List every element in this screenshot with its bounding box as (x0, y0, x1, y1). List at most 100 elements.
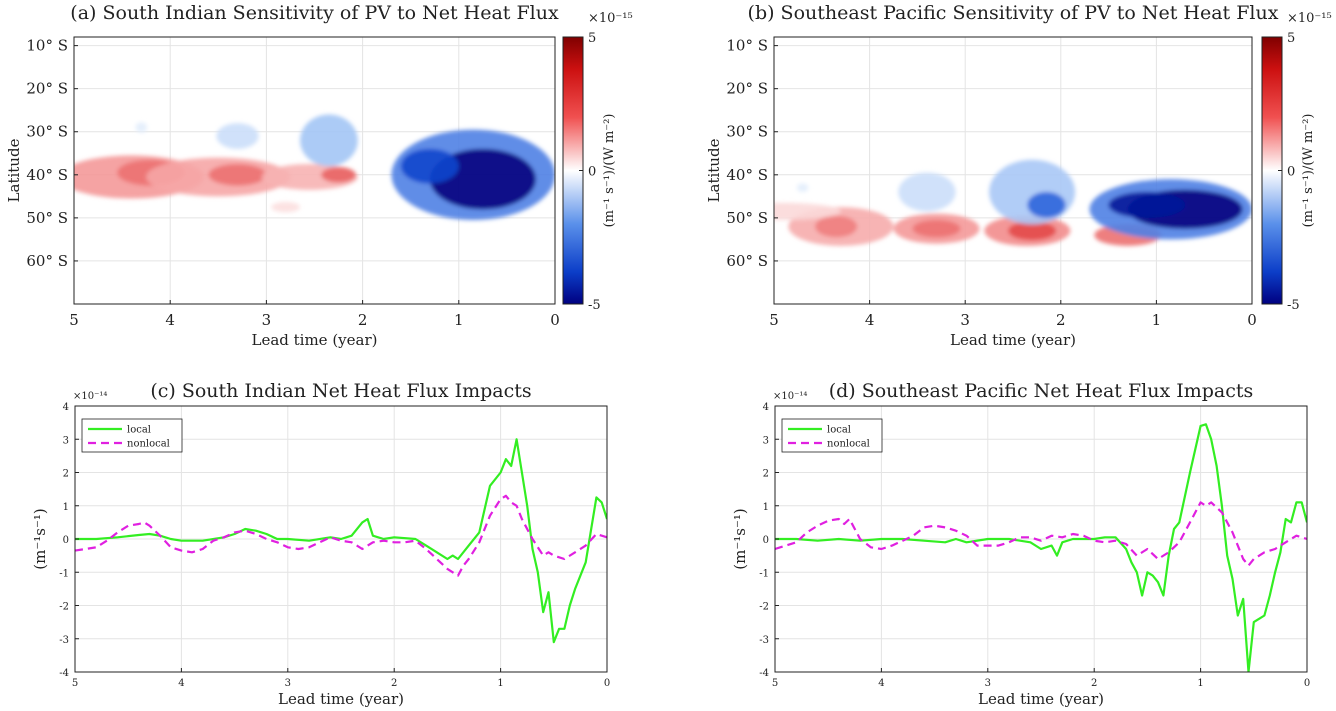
y-tick-label: 4 (63, 402, 69, 413)
y-tick-label: -1 (59, 568, 69, 579)
sensitivity-patch (989, 159, 1076, 225)
y-tick-label: -2 (59, 602, 69, 613)
colorbar-tick-label: -5 (588, 298, 601, 313)
y-tick-label: 0 (63, 535, 69, 546)
legend-label: nonlocal (127, 439, 170, 450)
y-tick-label: 10° S (26, 37, 68, 55)
legend-label: local (827, 425, 851, 436)
plot-frame (73, 36, 556, 305)
x-tick-label: 3 (262, 311, 272, 329)
chart-title: (c) South Indian Net Heat Flux Impacts (150, 380, 531, 402)
x-tick-label: 3 (285, 678, 291, 689)
chart-title: (b) Southeast Pacific Sensitivity of PV … (748, 2, 1279, 24)
series-lines (775, 423, 1307, 672)
y-tick-label: 60° S (726, 252, 768, 270)
x-tick-label: 5 (769, 311, 779, 329)
plot-frame (773, 36, 1253, 305)
y-tick-label: 60° S (26, 252, 68, 270)
legend-label: local (127, 425, 151, 436)
x-tick-label: 1 (497, 678, 503, 689)
y-tick-label: -4 (759, 668, 769, 679)
y-axis-label: (m⁻¹s⁻¹) (731, 508, 749, 570)
sensitivity-patch (135, 122, 148, 133)
sensitivity-patch (216, 123, 259, 149)
x-tick-label: 3 (960, 311, 970, 329)
y-tick-label: 20° S (26, 80, 68, 98)
legend: local nonlocal (81, 418, 183, 453)
y-axis-exponent: ×10⁻¹⁴ (73, 391, 107, 402)
y-tick-label: 20° S (726, 80, 768, 98)
y-tick-label: -3 (759, 635, 769, 646)
x-tick-label: 4 (878, 678, 884, 689)
x-tick-label: 0 (604, 678, 610, 689)
x-tick-label: 4 (865, 311, 875, 329)
legend-box (81, 418, 183, 453)
legend-label: nonlocal (827, 439, 870, 450)
y-tick-label: 40° S (726, 166, 768, 184)
x-tick-label: 2 (391, 678, 397, 689)
colorbar-exponent: ×10⁻¹⁵ (1287, 11, 1332, 26)
y-tick-label: 40° S (26, 166, 68, 184)
sensitivity-patch (401, 148, 459, 184)
colorbar-tick-label: 0 (588, 165, 596, 180)
x-tick-label: 5 (772, 678, 778, 689)
x-tick-label: 2 (1056, 311, 1066, 329)
x-tick-label: 1 (454, 311, 464, 329)
y-tick-label: 3 (763, 435, 769, 446)
y-tick-label: -4 (59, 668, 69, 679)
sensitivity-patch (1108, 192, 1186, 218)
x-tick-label: 1 (1197, 678, 1203, 689)
sensitivity-patch (796, 183, 809, 193)
sensitivity-patch (912, 220, 961, 238)
line-panel-c: 5 4 3 2 1 0 4 3 2 1 0 -1 -2 -3 -4 ×10⁻¹⁴ (c) South India… (31, 380, 610, 708)
sensitivity-patch (271, 201, 301, 213)
heatmap-panel-a: 5 4 3 2 1 0 10° S 20° S 30° S 40° S 50° S 60° S (a) … (5, 2, 633, 349)
x-axis-label: Lead time (year) (978, 690, 1104, 708)
x-axis-label: Lead time (year) (950, 331, 1076, 349)
x-tick-label: 2 (358, 311, 368, 329)
y-tick-label: 2 (63, 469, 69, 480)
x-axis-label: Lead time (year) (278, 690, 404, 708)
heatmap-panel-b: 5 4 3 2 1 0 10° S 20° S 30° S 40° S 50° S 60° S (b) … (705, 2, 1332, 349)
x-tick-label: 0 (1304, 678, 1310, 689)
x-tick-label: 0 (550, 311, 560, 329)
colorbar-label: (m⁻¹ s⁻¹)/(W m⁻²) (1301, 114, 1316, 228)
x-tick-label: 5 (72, 678, 78, 689)
sensitivity-patch (774, 202, 841, 221)
series-line-local (775, 423, 1307, 672)
y-tick-label: -2 (759, 602, 769, 613)
sensitivity-patch (1008, 221, 1057, 241)
y-tick-label: 30° S (26, 123, 68, 141)
y-axis-label: Latitude (5, 138, 23, 202)
chart-title: (a) South Indian Sensitivity of PV to Ne… (70, 2, 559, 24)
legend-box (781, 418, 883, 453)
x-tick-label: 4 (165, 311, 175, 329)
y-axis-label: (m⁻¹s⁻¹) (31, 508, 49, 570)
sensitivity-patch (321, 167, 356, 183)
series-line-nonlocal (775, 501, 1307, 567)
line-panel-d: 5 4 3 2 1 0 4 3 2 1 0 -1 -2 -3 -4 ×10⁻¹⁴ (d) Southeast P… (731, 380, 1310, 708)
y-axis-label: Latitude (705, 138, 723, 202)
y-tick-label: -3 (59, 635, 69, 646)
colorbar-tick-label: 5 (1287, 31, 1295, 46)
chart-title: (d) Southeast Pacific Net Heat Flux Impa… (829, 380, 1254, 402)
x-tick-label: 1 (1152, 311, 1162, 329)
colorbar-tick-label: 5 (588, 31, 596, 46)
x-tick-label: 5 (69, 311, 79, 329)
y-tick-label: 1 (763, 502, 769, 513)
sensitivity-patch (898, 172, 956, 212)
series-line-nonlocal (75, 494, 607, 577)
y-tick-label: 4 (763, 402, 769, 413)
y-tick-label: 10° S (726, 37, 768, 55)
x-axis-label: Lead time (year) (251, 331, 377, 349)
x-tick-label: 4 (178, 678, 184, 689)
legend: local nonlocal (781, 418, 883, 453)
y-axis-exponent: ×10⁻¹⁴ (773, 391, 807, 402)
sensitivity-patch (1027, 192, 1066, 218)
y-tick-label: -1 (759, 568, 769, 579)
colorbar-exponent: ×10⁻¹⁵ (588, 11, 633, 26)
colorbar: 5 0 -5 ×10⁻¹⁵ (m⁻¹ s⁻¹)/(W m⁻²) (562, 11, 633, 313)
sensitivity-patch (815, 215, 858, 238)
sensitivity-patch (300, 114, 358, 167)
